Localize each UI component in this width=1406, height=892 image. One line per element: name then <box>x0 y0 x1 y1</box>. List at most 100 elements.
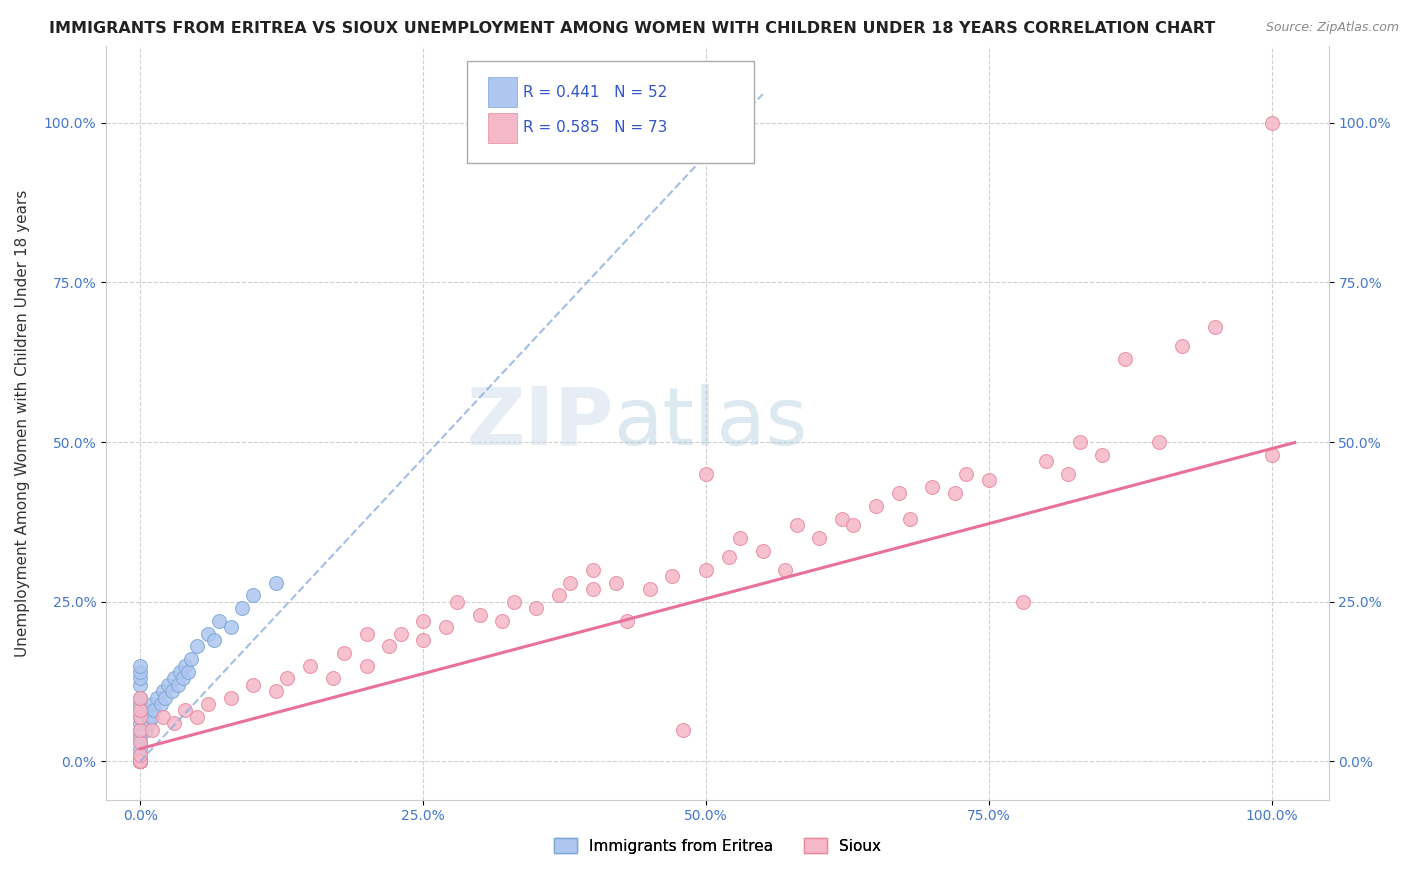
Point <box>129 710 152 724</box>
Point <box>129 735 152 749</box>
Point <box>921 480 943 494</box>
Point <box>177 665 200 679</box>
Point <box>129 747 152 762</box>
Point <box>502 595 524 609</box>
Point <box>356 658 378 673</box>
Text: Source: ZipAtlas.com: Source: ZipAtlas.com <box>1265 21 1399 34</box>
Point <box>831 512 853 526</box>
Point <box>197 626 219 640</box>
Point <box>129 741 152 756</box>
Point <box>775 563 797 577</box>
Point <box>129 665 152 679</box>
Text: R = 0.441   N = 52: R = 0.441 N = 52 <box>523 85 668 100</box>
Point <box>842 518 865 533</box>
Point <box>695 467 717 481</box>
Point <box>695 563 717 577</box>
Point <box>129 678 152 692</box>
Text: R = 0.585   N = 73: R = 0.585 N = 73 <box>523 120 668 135</box>
Point <box>152 684 174 698</box>
Point <box>1035 454 1057 468</box>
Point <box>129 723 152 737</box>
Point <box>174 658 197 673</box>
Point <box>434 620 457 634</box>
Point <box>751 543 773 558</box>
FancyBboxPatch shape <box>488 77 517 107</box>
Point <box>955 467 977 481</box>
Point <box>129 747 152 762</box>
Point <box>129 755 152 769</box>
Point <box>264 684 287 698</box>
Point <box>129 672 152 686</box>
Point <box>174 703 197 717</box>
Point <box>129 755 152 769</box>
Point <box>219 690 242 705</box>
Point <box>129 755 152 769</box>
FancyBboxPatch shape <box>488 112 517 143</box>
Point <box>231 601 253 615</box>
Point <box>1261 116 1284 130</box>
Point <box>129 755 152 769</box>
Point <box>135 703 157 717</box>
Point <box>717 550 740 565</box>
Legend: Immigrants from Eritrea, Sioux: Immigrants from Eritrea, Sioux <box>548 831 887 860</box>
Point <box>197 697 219 711</box>
Point <box>491 614 513 628</box>
Point <box>808 531 831 545</box>
Point <box>129 716 152 731</box>
Text: IMMIGRANTS FROM ERITREA VS SIOUX UNEMPLOYMENT AMONG WOMEN WITH CHILDREN UNDER 18: IMMIGRANTS FROM ERITREA VS SIOUX UNEMPLO… <box>49 21 1215 36</box>
Point <box>582 563 605 577</box>
Point <box>129 723 152 737</box>
Point <box>141 697 163 711</box>
Point <box>129 755 152 769</box>
Point <box>276 672 298 686</box>
Point <box>129 755 152 769</box>
Point <box>129 755 152 769</box>
Point <box>242 678 264 692</box>
Point <box>728 531 751 545</box>
Point <box>129 755 152 769</box>
Point <box>129 703 152 717</box>
Point <box>129 690 152 705</box>
Point <box>446 595 468 609</box>
Point <box>560 575 582 590</box>
Point <box>412 614 434 628</box>
Point <box>135 723 157 737</box>
Point <box>129 697 152 711</box>
Point <box>169 665 191 679</box>
Point <box>943 486 966 500</box>
Point <box>141 723 163 737</box>
Point <box>977 474 1000 488</box>
Point <box>129 755 152 769</box>
Point <box>1204 320 1226 334</box>
Point <box>412 633 434 648</box>
Point <box>1069 435 1091 450</box>
Point <box>1261 448 1284 462</box>
Point <box>157 678 180 692</box>
Point <box>186 640 208 654</box>
Point <box>389 626 412 640</box>
Point <box>146 690 169 705</box>
Point <box>865 499 887 513</box>
Point <box>605 575 627 590</box>
Point <box>638 582 661 596</box>
Point <box>172 672 194 686</box>
Point <box>898 512 921 526</box>
Point <box>887 486 910 500</box>
Point <box>208 614 231 628</box>
Point <box>356 626 378 640</box>
Point <box>166 678 188 692</box>
Point <box>661 569 683 583</box>
Point <box>180 652 202 666</box>
Point <box>264 575 287 590</box>
Point <box>1114 352 1136 367</box>
Point <box>152 710 174 724</box>
Point <box>1012 595 1035 609</box>
Point <box>468 607 491 622</box>
Point <box>548 588 571 602</box>
Point <box>163 672 186 686</box>
Point <box>219 620 242 634</box>
Point <box>129 755 152 769</box>
Point <box>129 729 152 743</box>
Text: ZIP: ZIP <box>467 384 613 462</box>
Text: atlas: atlas <box>613 384 808 462</box>
